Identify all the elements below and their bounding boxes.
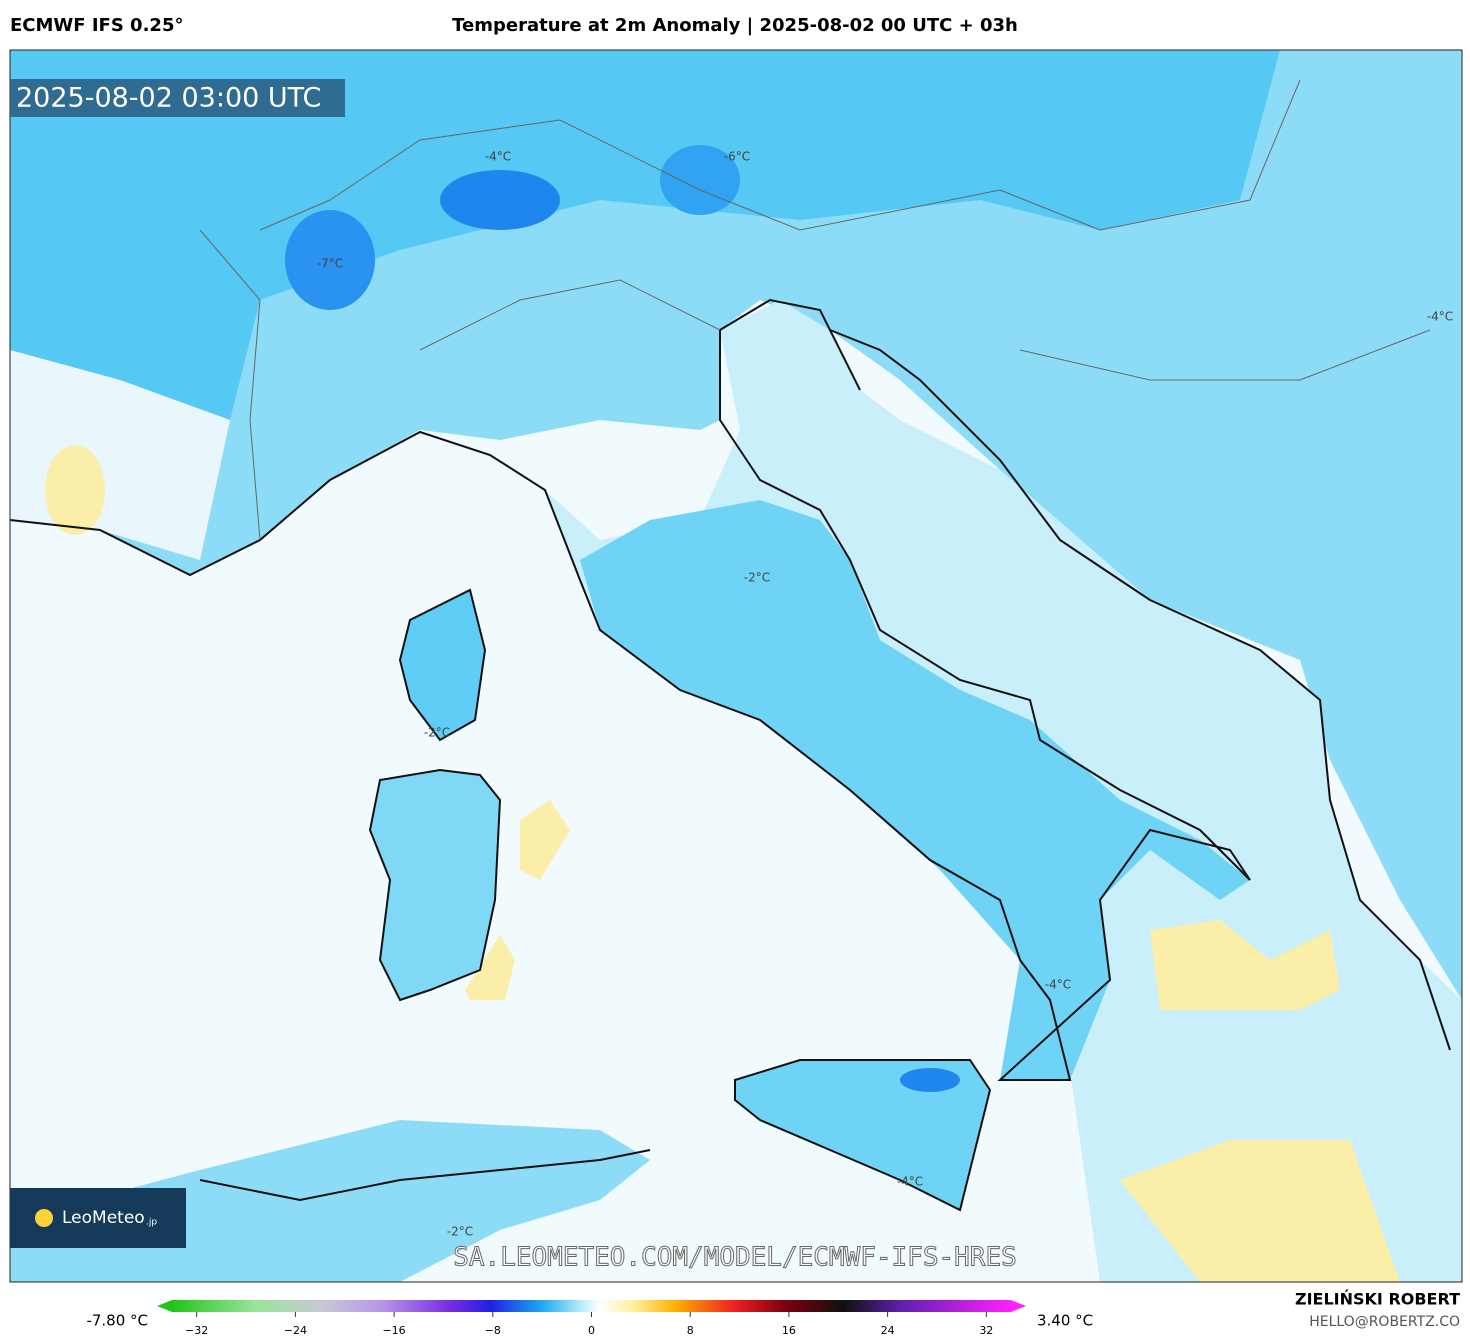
warm-patch (1120, 1140, 1400, 1282)
land-anomaly (10, 50, 1462, 1000)
colorbar-tick-label: 16 (782, 1324, 796, 1337)
colorbar-gradient (172, 1300, 1011, 1312)
cold-core (900, 1068, 960, 1092)
coastlines (10, 298, 1451, 1212)
contour-label: -4°C (1045, 978, 1071, 992)
colorbar-min: -7.80 °C (86, 1312, 148, 1330)
warm-patch (465, 935, 515, 1000)
colorbar-tick-label: 32 (979, 1324, 993, 1337)
sicily-anomaly (735, 1060, 990, 1210)
warm-patch (45, 445, 105, 535)
colorbar-tick-label: −24 (284, 1324, 307, 1337)
contour-label: -4°C (897, 1175, 923, 1189)
warm-patch (1150, 920, 1340, 1010)
cold-core (285, 210, 375, 310)
coastline (368, 768, 502, 1002)
sardinia-anomaly (370, 770, 500, 1000)
watermark: SA.LEOMETEO.COM/MODEL/ECMWF-IFS-HRES (453, 1243, 1017, 1273)
coastline (199, 1149, 651, 1202)
logo-sun (35, 1209, 53, 1227)
author: ZIELIŃSKI ROBERT (1295, 1290, 1460, 1309)
colorbar-max: 3.40 °C (1037, 1312, 1093, 1330)
coastline (734, 1059, 992, 1212)
timestamp-box (10, 79, 345, 117)
contour-label: -2°C (447, 1225, 473, 1239)
contour-label: -2°C (744, 571, 770, 585)
map-area: -4°C -6°C -7°C -4°C -2°C -2°C -4°C -4°C … (10, 50, 1462, 1282)
colorbar-arrow (157, 1300, 172, 1312)
email: HELLO@ROBERTZ.CO (1309, 1314, 1460, 1330)
cold-band (10, 50, 1280, 420)
warm-patch (520, 800, 570, 880)
coastline (398, 588, 487, 742)
logo-suffix: .jp (146, 1218, 157, 1228)
model-label: ECMWF IFS 0.25° (10, 15, 183, 36)
cold-core (440, 170, 560, 230)
borders (199, 79, 1431, 541)
map-title: Temperature at 2m Anomaly | 2025-08-02 0… (452, 15, 1018, 36)
colorbar-tick-label: −32 (185, 1324, 208, 1337)
coastline (829, 329, 1451, 1051)
colorbar-tick-label: −8 (485, 1324, 501, 1337)
colorbar-tick-label: 8 (687, 1324, 694, 1337)
colorbar (157, 1300, 1026, 1312)
contour-label: -4°C (1427, 310, 1453, 324)
colorbar-arrow (1011, 1300, 1026, 1312)
timestamp: 2025-08-02 03:00 UTC (16, 83, 321, 114)
italy-anomaly (580, 500, 1250, 1080)
contour-label: -7°C (317, 257, 343, 271)
contour-label: -6°C (724, 150, 750, 164)
contour-label: -2°C (424, 726, 450, 740)
colorbar-tick-label: −16 (382, 1324, 405, 1337)
coastline (10, 298, 1251, 1081)
corsica-anomaly (400, 590, 485, 740)
map-frame (9, 49, 1463, 1283)
colorbar-tick-label: 24 (881, 1324, 895, 1337)
colorbar-tick-label: 0 (588, 1324, 595, 1337)
logo-name: LeoMeteo (62, 1208, 145, 1228)
contour-label: -4°C (485, 150, 511, 164)
